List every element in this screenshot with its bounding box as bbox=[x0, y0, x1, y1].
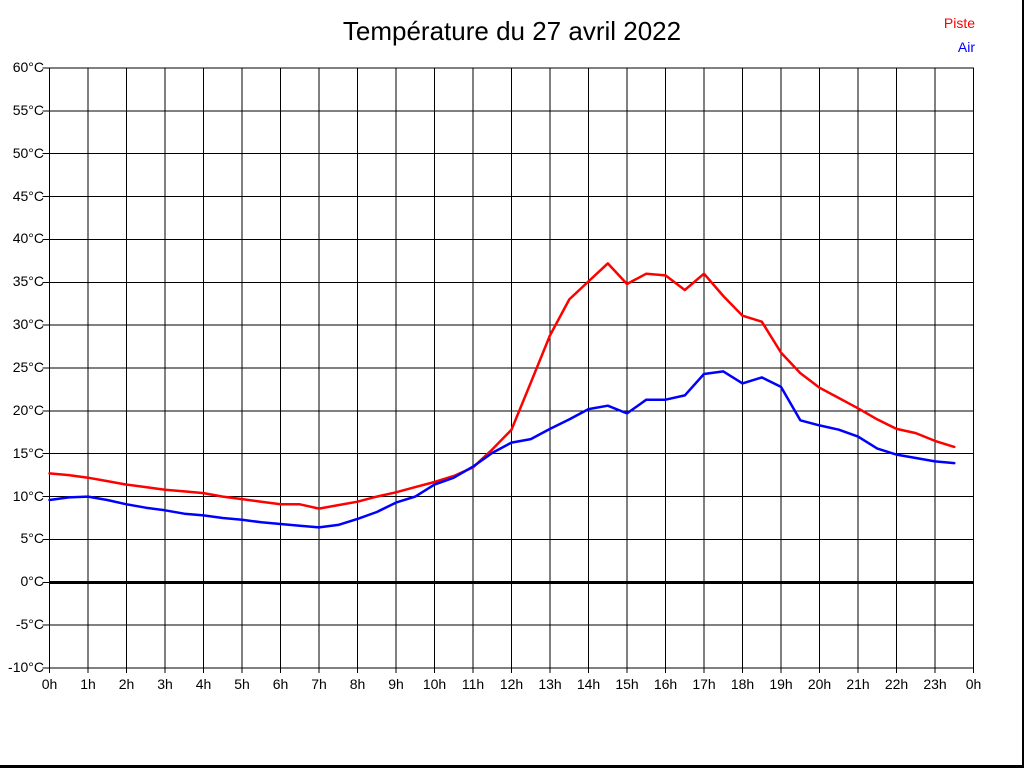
x-axis-tick-label: 16h bbox=[653, 676, 678, 692]
x-axis-tick-label: 0h bbox=[41, 676, 58, 692]
series-line-air bbox=[48, 370, 956, 529]
y-axis-tick-label: 50°C bbox=[12, 144, 44, 161]
x-axis-tick-label: 20h bbox=[807, 676, 832, 692]
x-axis-tick-label: 0h bbox=[965, 676, 982, 692]
y-axis-tick-label: -10°C bbox=[8, 659, 44, 675]
y-axis-tick-label: 5°C bbox=[20, 530, 45, 547]
x-axis-tick-label: 11h bbox=[461, 676, 485, 692]
y-axis-tick-label: 20°C bbox=[12, 401, 44, 418]
legend-item-air: Air bbox=[957, 39, 975, 55]
legend-item-piste: Piste bbox=[943, 15, 975, 31]
y-axis-tick-label: 30°C bbox=[12, 316, 44, 333]
plot-frame bbox=[49, 67, 974, 669]
y-axis-tick-label: 55°C bbox=[12, 101, 44, 118]
y-axis-tick-label: -5°C bbox=[15, 616, 44, 633]
x-axis-tick-label: 21h bbox=[846, 676, 870, 692]
x-axis-tick-label: 5h bbox=[234, 676, 250, 692]
x-axis-tick-label: 17h bbox=[692, 676, 716, 692]
y-axis-tick-label: 60°C bbox=[12, 59, 44, 75]
x-axis-tick-label: 22h bbox=[884, 676, 909, 692]
y-axis-tick-label: 0°C bbox=[20, 573, 45, 590]
x-axis-tick-label: 1h bbox=[80, 676, 96, 692]
x-axis-tick-label: 3h bbox=[157, 676, 173, 692]
x-axis-tick-label: 4h bbox=[195, 676, 212, 692]
y-axis-tick-label: 15°C bbox=[12, 444, 44, 461]
y-axis-tick-label: 35°C bbox=[12, 273, 44, 290]
chart-legend: Piste Air bbox=[885, 11, 975, 59]
x-axis-tick-label: 14h bbox=[576, 676, 601, 692]
x-axis-tick-label: 13h bbox=[538, 676, 562, 692]
series-line-piste bbox=[48, 262, 956, 510]
y-axis-tick-label: 40°C bbox=[12, 230, 44, 247]
window-bottom-edge bbox=[0, 765, 1022, 768]
x-axis-tick-label: 6h bbox=[272, 676, 289, 692]
x-axis-tick-label: 10h bbox=[422, 676, 447, 692]
y-axis-tick-label: 10°C bbox=[12, 487, 44, 504]
x-axis-tick-label: 23h bbox=[923, 676, 947, 692]
chart-title: Température du 27 avril 2022 bbox=[342, 16, 682, 46]
x-axis-tick-label: 7h bbox=[311, 676, 327, 692]
x-axis-tick-label: 9h bbox=[388, 676, 404, 692]
y-axis-tick-label: 25°C bbox=[12, 359, 44, 375]
x-axis-tick-label: 18h bbox=[730, 676, 755, 692]
x-axis-tick-label: 12h bbox=[499, 676, 524, 692]
x-axis-tick-label: 2h bbox=[118, 676, 135, 692]
x-axis-tick-label: 19h bbox=[769, 676, 793, 692]
x-axis-tick-label: 8h bbox=[349, 676, 366, 692]
y-axis-tick-label: 45°C bbox=[12, 187, 44, 204]
x-axis-tick-label: 15h bbox=[615, 676, 639, 692]
